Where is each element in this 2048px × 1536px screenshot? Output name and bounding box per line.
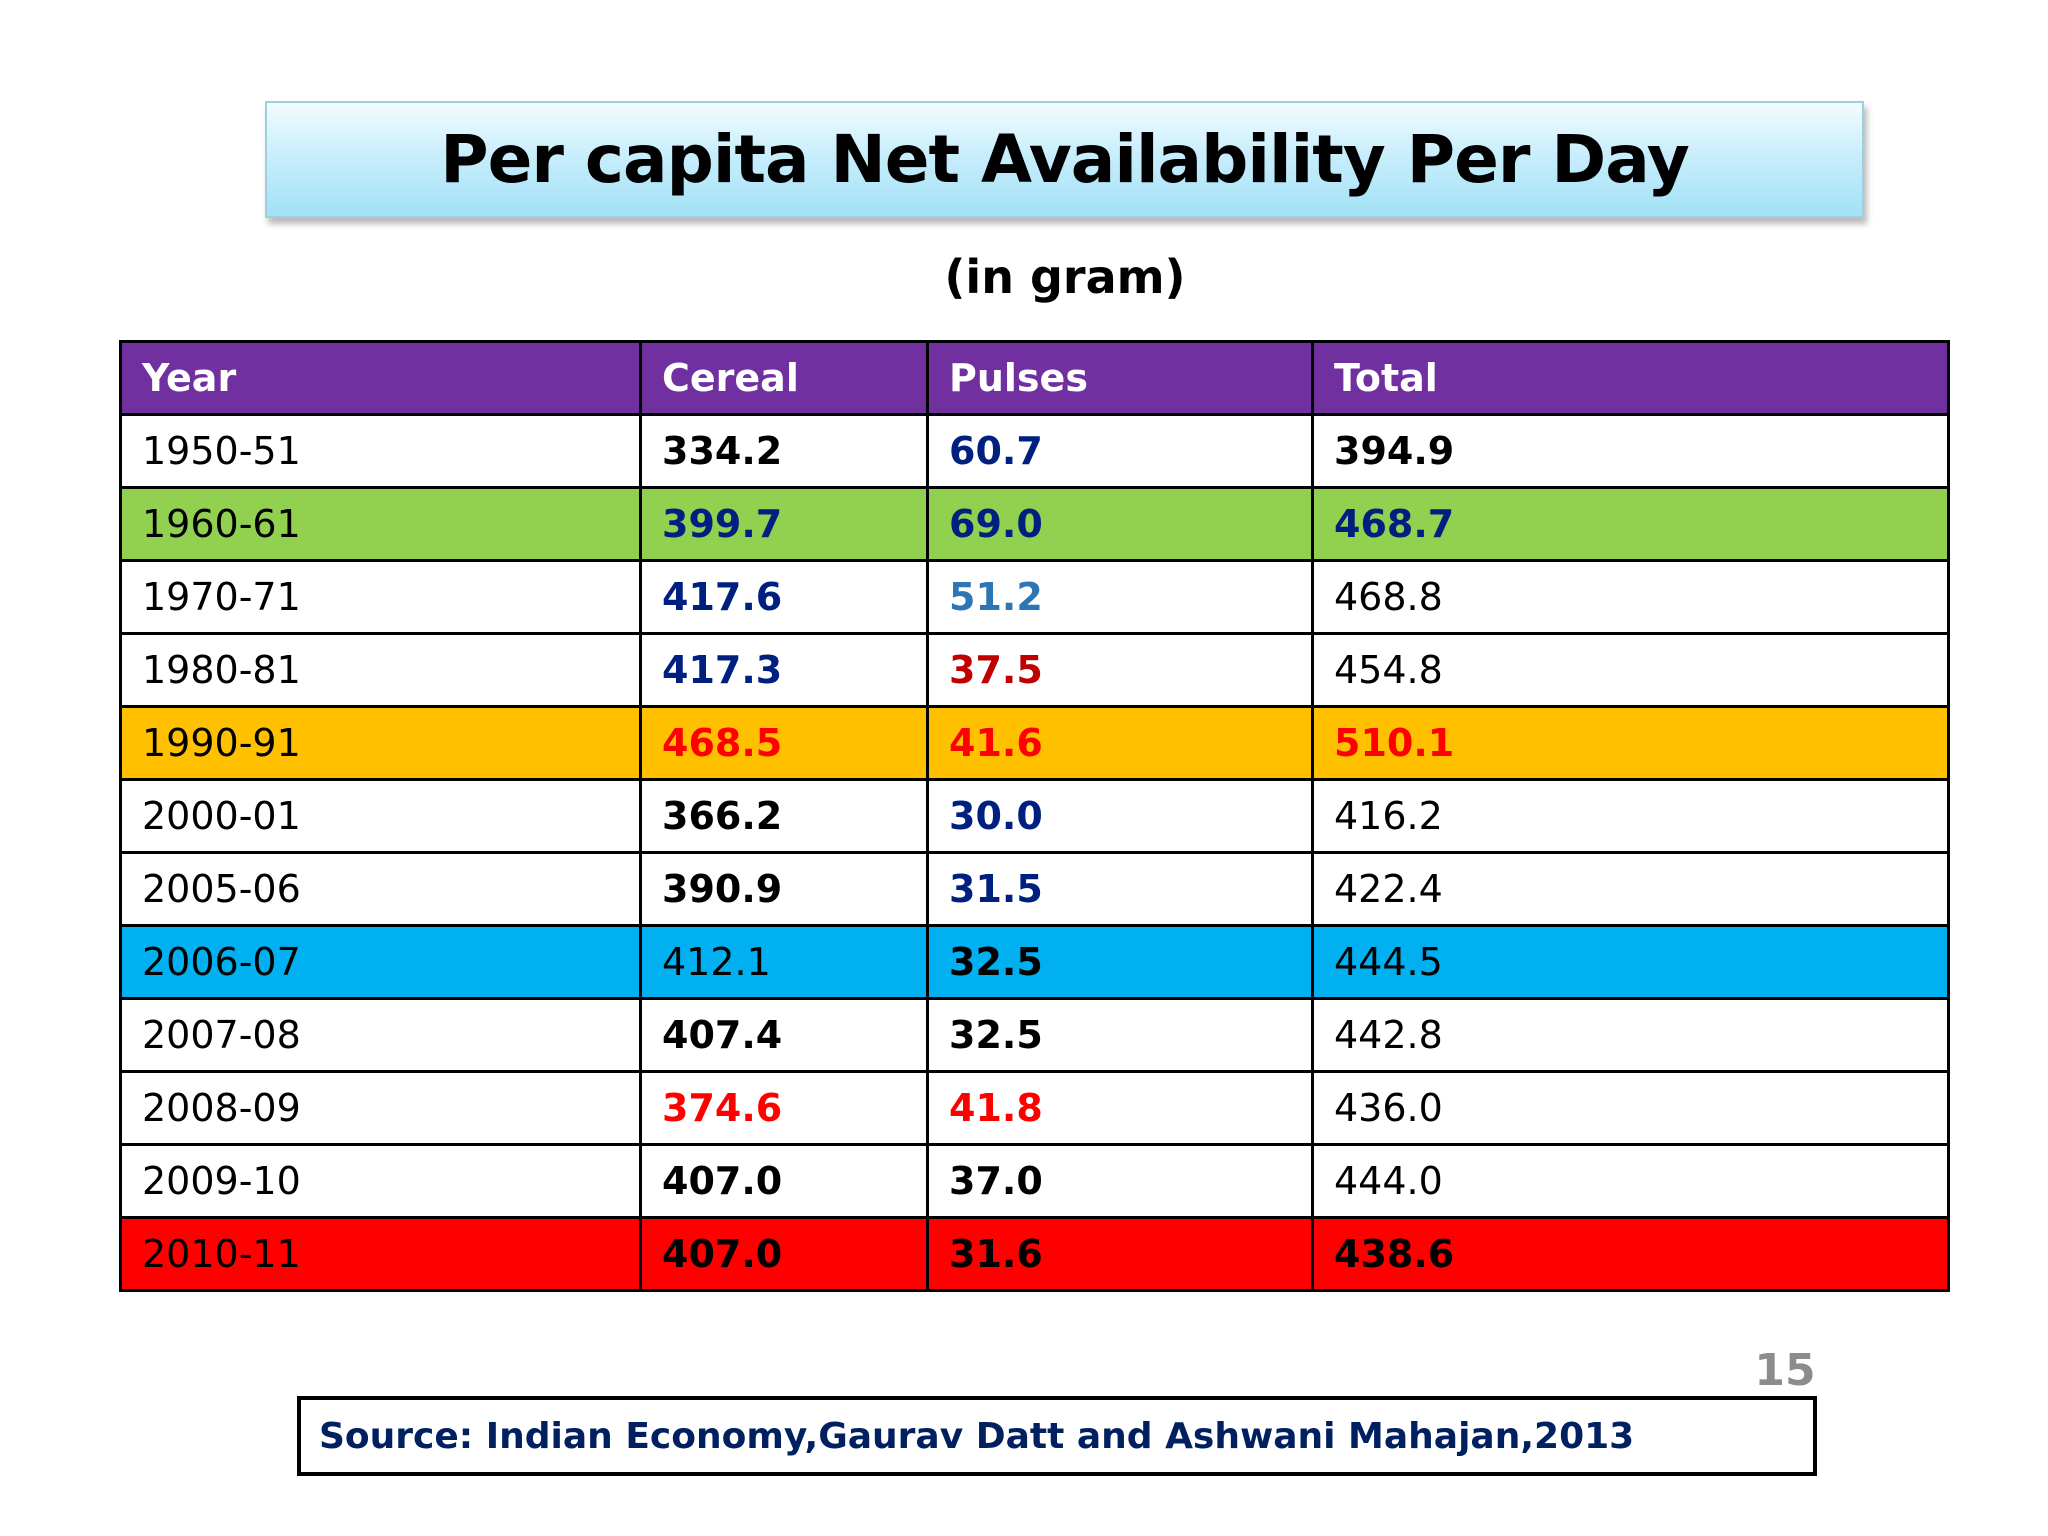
cell-pulses: 69.0 <box>926 486 1314 562</box>
cell-cereal: 366.2 <box>639 778 929 854</box>
unit-subtitle: (in gram) <box>944 250 1186 304</box>
table-row: 2009-10 407.0 37.0 444.0 <box>119 1143 1950 1219</box>
cell-pulses: 31.6 <box>926 1216 1314 1292</box>
table-row: 1970-71 417.6 51.2 468.8 <box>119 559 1950 635</box>
column-header-year: Year <box>119 340 642 416</box>
cell-cereal: 407.4 <box>639 997 929 1073</box>
slide-title: Per capita Net Availability Per Day <box>440 121 1689 198</box>
cell-pulses: 60.7 <box>926 413 1314 489</box>
table-row: 1950-51 334.2 60.7 394.9 <box>119 413 1950 489</box>
cell-cereal: 399.7 <box>639 486 929 562</box>
cell-cereal: 390.9 <box>639 851 929 927</box>
table-row: 2006-07 412.1 32.5 444.5 <box>119 924 1950 1000</box>
table-header: Year Cereal Pulses Total <box>119 340 1950 416</box>
column-header-pulses: Pulses <box>926 340 1314 416</box>
title-banner: Per capita Net Availability Per Day <box>265 101 1864 218</box>
page-number: 15 <box>1754 1345 1816 1396</box>
cell-pulses: 31.5 <box>926 851 1314 927</box>
cell-pulses: 37.5 <box>926 632 1314 708</box>
cell-year: 2007-08 <box>119 997 642 1073</box>
cell-total: 442.8 <box>1311 997 1950 1073</box>
cell-total: 394.9 <box>1311 413 1950 489</box>
cell-total: 416.2 <box>1311 778 1950 854</box>
header-row: Year Cereal Pulses Total <box>119 340 1950 416</box>
source-box: Source: Indian Economy,Gaurav Datt and A… <box>297 1396 1817 1476</box>
table-row: 1960-61 399.7 69.0 468.7 <box>119 486 1950 562</box>
cell-year: 1990-91 <box>119 705 642 781</box>
source-citation: Source: Indian Economy,Gaurav Datt and A… <box>319 1415 1635 1457</box>
cell-cereal: 468.5 <box>639 705 929 781</box>
cell-total: 468.8 <box>1311 559 1950 635</box>
cell-year: 2005-06 <box>119 851 642 927</box>
column-header-total: Total <box>1311 340 1950 416</box>
cell-year: 1950-51 <box>119 413 642 489</box>
cell-pulses: 41.6 <box>926 705 1314 781</box>
table-row: 1990-91 468.5 41.6 510.1 <box>119 705 1950 781</box>
cell-total: 454.8 <box>1311 632 1950 708</box>
cell-total: 438.6 <box>1311 1216 1950 1292</box>
table-row: 2000-01 366.2 30.0 416.2 <box>119 778 1950 854</box>
table-row: 1980-81 417.3 37.5 454.8 <box>119 632 1950 708</box>
cell-cereal: 417.6 <box>639 559 929 635</box>
cell-year: 1960-61 <box>119 486 642 562</box>
cell-total: 510.1 <box>1311 705 1950 781</box>
cell-cereal: 417.3 <box>639 632 929 708</box>
cell-pulses: 41.8 <box>926 1070 1314 1146</box>
cell-cereal: 334.2 <box>639 413 929 489</box>
table-row: 2005-06 390.9 31.5 422.4 <box>119 851 1950 927</box>
cell-year: 2008-09 <box>119 1070 642 1146</box>
cell-pulses: 51.2 <box>926 559 1314 635</box>
cell-cereal: 374.6 <box>639 1070 929 1146</box>
column-header-cereal: Cereal <box>639 340 929 416</box>
cell-year: 2006-07 <box>119 924 642 1000</box>
cell-total: 422.4 <box>1311 851 1950 927</box>
cell-total: 444.0 <box>1311 1143 1950 1219</box>
cell-pulses: 32.5 <box>926 997 1314 1073</box>
table-row: 2007-08 407.4 32.5 442.8 <box>119 997 1950 1073</box>
cell-total: 444.5 <box>1311 924 1950 1000</box>
cell-year: 2010-11 <box>119 1216 642 1292</box>
cell-pulses: 37.0 <box>926 1143 1314 1219</box>
table-row: 2008-09 374.6 41.8 436.0 <box>119 1070 1950 1146</box>
cell-total: 436.0 <box>1311 1070 1950 1146</box>
cell-year: 1980-81 <box>119 632 642 708</box>
cell-cereal: 407.0 <box>639 1216 929 1292</box>
cell-total: 468.7 <box>1311 486 1950 562</box>
cell-year: 2009-10 <box>119 1143 642 1219</box>
table-body: 1950-51 334.2 60.7 394.9 1960-61 399.7 69.0 468… <box>119 413 1950 1292</box>
cell-year: 2000-01 <box>119 778 642 854</box>
table-row: 2010-11 407.0 31.6 438.6 <box>119 1216 1950 1292</box>
cell-cereal: 407.0 <box>639 1143 929 1219</box>
cell-pulses: 32.5 <box>926 924 1314 1000</box>
availability-table: Year Cereal Pulses Total 1950-51 334.2 60.… <box>119 340 1950 1292</box>
cell-year: 1970-71 <box>119 559 642 635</box>
cell-cereal: 412.1 <box>639 924 929 1000</box>
cell-pulses: 30.0 <box>926 778 1314 854</box>
